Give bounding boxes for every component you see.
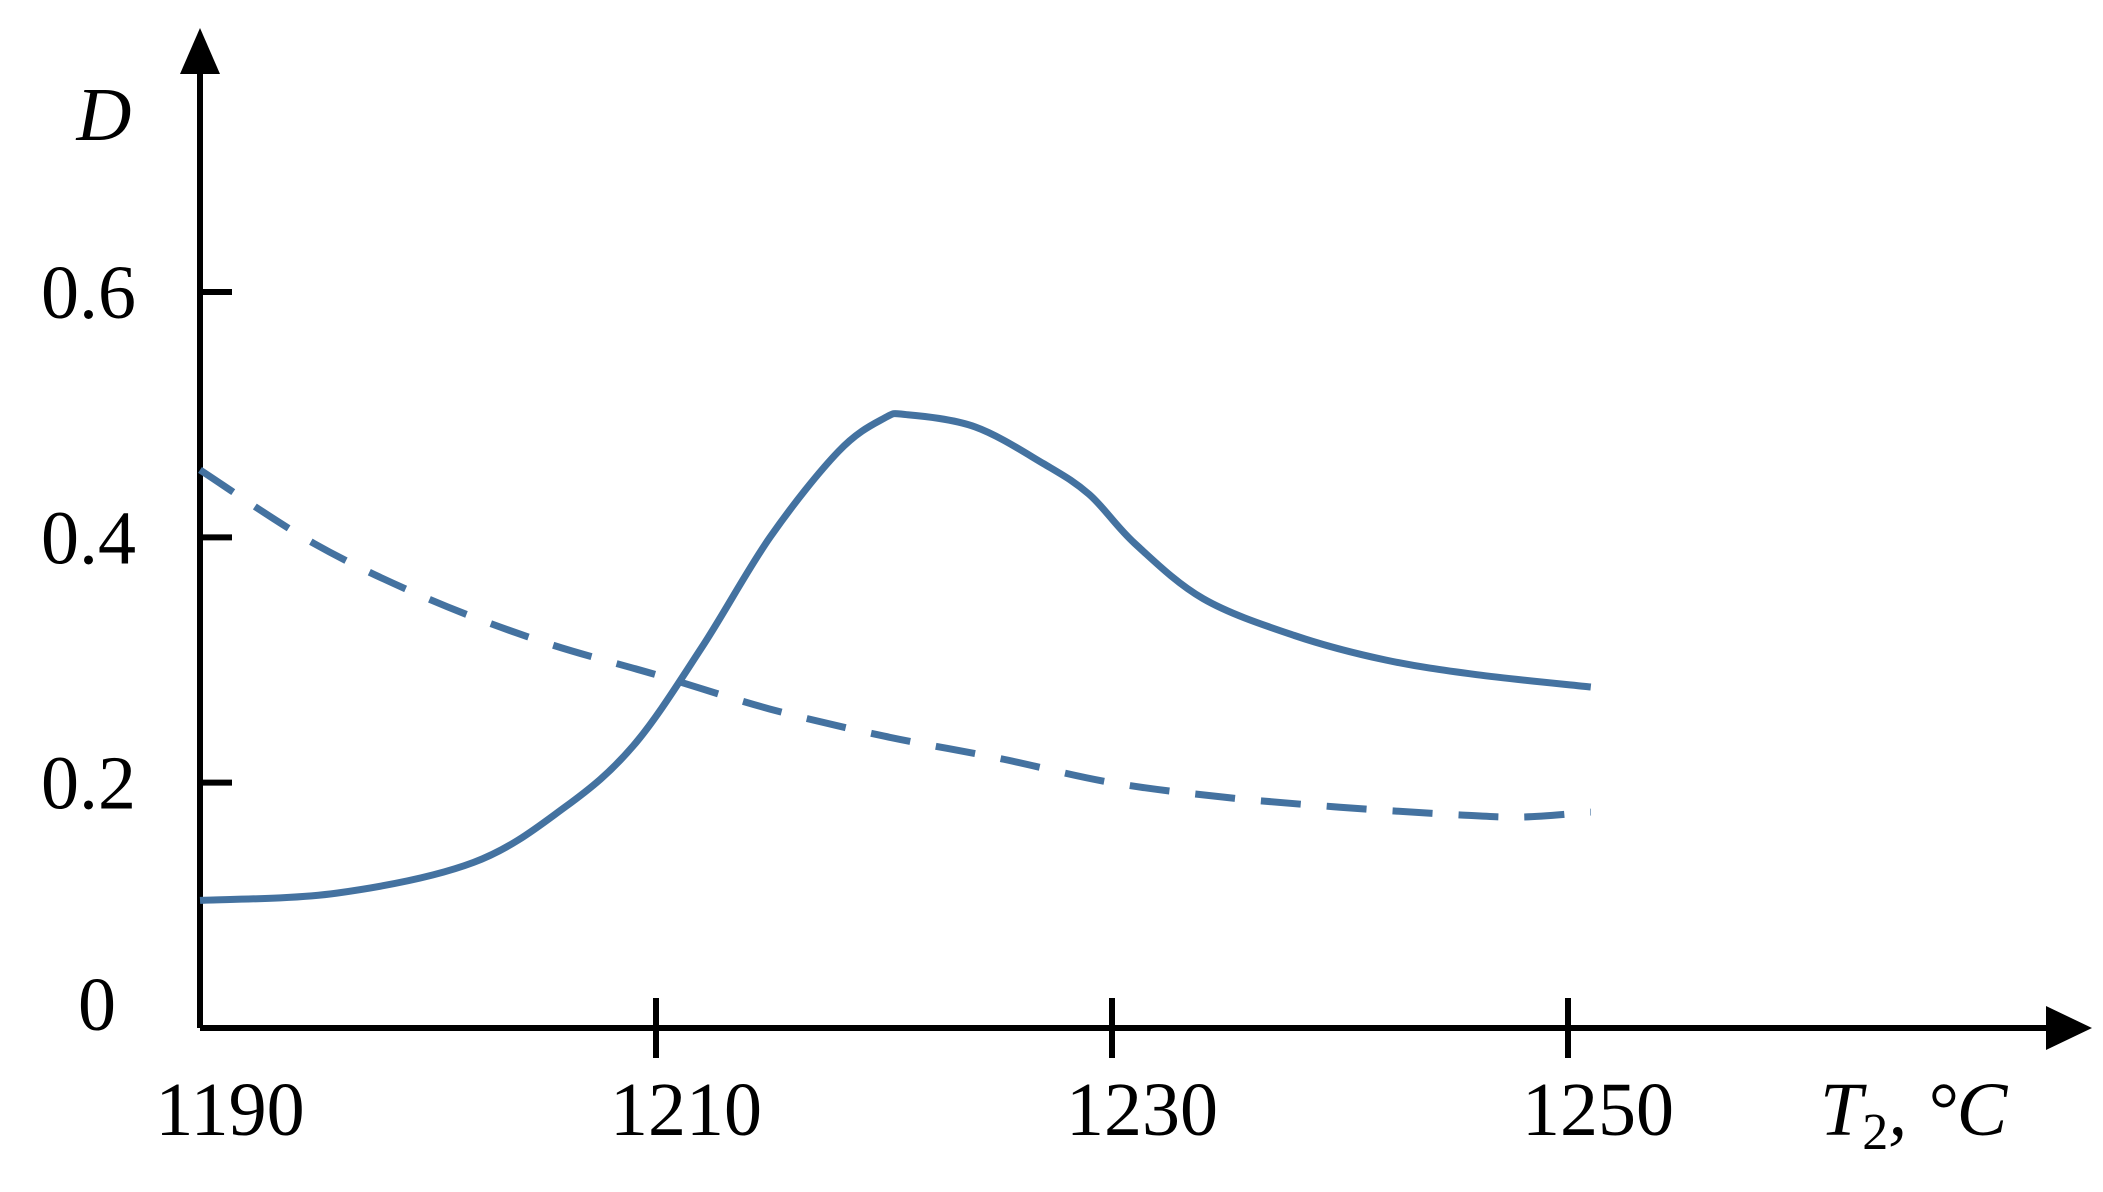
- x-tick-label: 1190: [155, 1068, 304, 1152]
- x-axis-label-subscript: 2: [1862, 1104, 1888, 1161]
- x-axis-label-unit: , °C: [1888, 1068, 2008, 1152]
- x-axis-arrow: [2046, 1006, 2092, 1050]
- origin-label: 0: [78, 963, 116, 1047]
- x-tick-label: 1250: [1522, 1068, 1674, 1152]
- ticks: 0.2 0.4 0.6 1190 1210 1230 1250: [41, 251, 1674, 1152]
- y-tick-label: 0.4: [41, 496, 136, 580]
- y-axis-label: D: [76, 73, 132, 157]
- x-tick-label: 1210: [610, 1068, 762, 1152]
- x-tick-label: 1230: [1066, 1068, 1218, 1152]
- axes: [180, 28, 2092, 1050]
- series-layer: [198, 410, 1592, 904]
- dashed-series-line: [198, 466, 1592, 821]
- y-axis-arrow: [180, 28, 220, 74]
- x-axis-label-symbol: T: [1820, 1068, 1867, 1152]
- x-axis-label: T2, °C: [1820, 1068, 2009, 1161]
- y-tick-label: 0.6: [41, 251, 136, 335]
- y-tick-label: 0.2: [41, 742, 136, 826]
- solid-series-line: [199, 410, 1592, 904]
